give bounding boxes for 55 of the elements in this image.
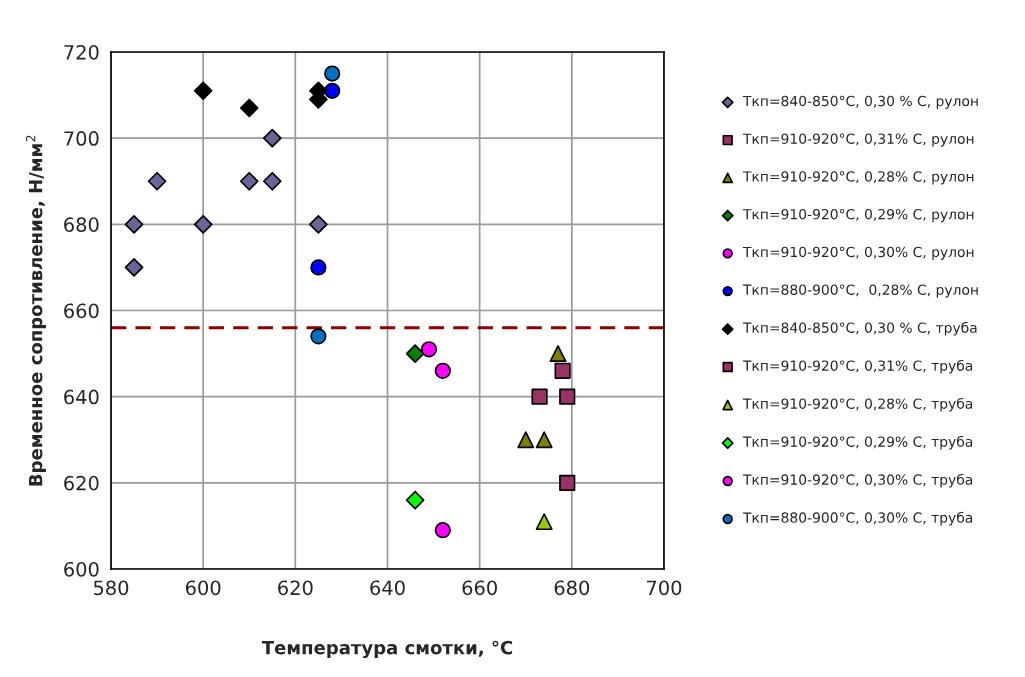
x-axis-title: Температура смотки, °C (261, 640, 513, 659)
point (310, 328, 327, 345)
legend-label: Ткп=910-920°C, 0,29% C, труба (742, 435, 973, 450)
legend-label: Ткп=910-920°C, 0,30% C, труба (742, 473, 973, 488)
point (147, 171, 167, 191)
point (324, 65, 341, 82)
y-tick-label: 660 (64, 303, 99, 319)
x-tick-label: 580 (93, 580, 129, 596)
x-tick-label: 600 (185, 580, 221, 596)
legend-label: Ткп=910-920°C, 0,29% C, рулон (742, 208, 974, 223)
point (535, 513, 553, 531)
point (262, 128, 282, 148)
point (239, 171, 259, 191)
x-tick-label: 640 (370, 580, 405, 596)
point (420, 341, 438, 358)
x-tick-label: 620 (278, 580, 313, 596)
legend-label: Ткп=910-920°C, 0,28% C, рулон (742, 171, 974, 185)
point (309, 214, 328, 234)
y-tick-label: 620 (64, 475, 99, 491)
legend-label: Ткп=910-920°C, 0,31% C, труба (742, 359, 973, 374)
point (549, 345, 567, 363)
point (193, 214, 213, 234)
point (434, 522, 451, 539)
legend-label: Ткп=880-900°C, 0,28% C, рулон (742, 284, 978, 298)
point (559, 474, 576, 491)
y-tick-label: 720 (64, 44, 99, 60)
point (239, 98, 259, 118)
point (310, 259, 327, 276)
legend-label: Ткп=910-920°C, 0,30% C, рулон (742, 246, 974, 260)
y-tick-label: 700 (64, 131, 99, 146)
point (535, 431, 553, 449)
point (193, 81, 213, 101)
x-tick-label: 680 (554, 580, 590, 596)
point (559, 388, 576, 405)
y-axis-title: Временное сопротивление, Н/мм$^{2}$ (25, 135, 46, 486)
legend-label: Ткп=910-920°C, 0,28% C, труба (742, 397, 973, 412)
point (262, 171, 282, 191)
point (434, 362, 451, 379)
point (124, 258, 144, 277)
legend-label: Ткп=840-850°C, 0,30 % C, труба (742, 321, 977, 336)
legend-label: Ткп=840-850°C, 0,30 % C, рулон (742, 95, 978, 109)
y-tick-label: 680 (64, 217, 99, 232)
x-tick-label: 700 (647, 580, 682, 596)
point (554, 362, 571, 379)
x-tick-label: 660 (462, 580, 497, 596)
point (324, 82, 341, 99)
point (531, 388, 548, 405)
point (517, 431, 535, 449)
legend-label: Ткп=880-900°C, 0,30% C, труба (742, 511, 973, 526)
point (124, 214, 144, 234)
legend-label: Ткп=910-920°C, 0,31% C, рулон (742, 133, 974, 147)
y-tick-label: 600 (64, 561, 99, 577)
y-tick-label: 640 (64, 389, 99, 405)
point (405, 490, 425, 510)
point (405, 344, 425, 363)
